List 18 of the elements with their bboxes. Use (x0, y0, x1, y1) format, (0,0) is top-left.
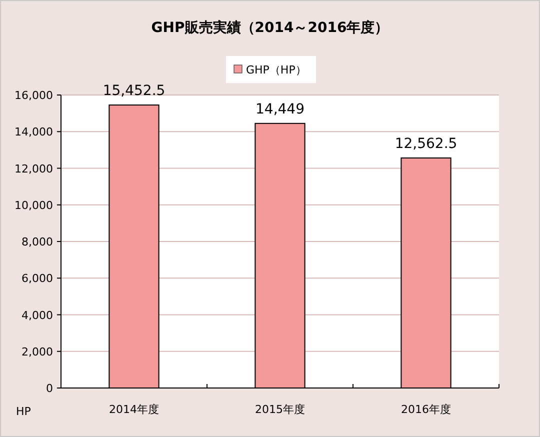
y-axis-title: HP (16, 405, 32, 418)
y-tick-label: 10,000 (14, 198, 53, 212)
text: 12,562.5 (394, 136, 458, 152)
chart-title: GHP販売実績（2014～2016年度） (151, 19, 389, 36)
y-tick-label: 14,000 (14, 126, 53, 139)
y-tick-label: 2,000 (22, 345, 53, 358)
y-tick-label: 12,000 (14, 162, 53, 176)
x-tick-label: 2016年度 (401, 403, 451, 416)
legend-label: GHP（HP） (246, 64, 306, 76)
y-tick-label: 8,000 (22, 236, 53, 248)
y-tick-label: 16,000 (14, 89, 53, 102)
x-tick-label: 2014年度 (109, 403, 159, 416)
text: 14,449 (256, 101, 304, 118)
y-tick-label: 4,000 (22, 308, 53, 322)
text: 15,452.5 (102, 83, 166, 100)
x-tick-label: 2015年度 (255, 403, 305, 416)
y-tick-label: 6,000 (22, 272, 53, 286)
y-tick-label: 0 (46, 382, 53, 395)
